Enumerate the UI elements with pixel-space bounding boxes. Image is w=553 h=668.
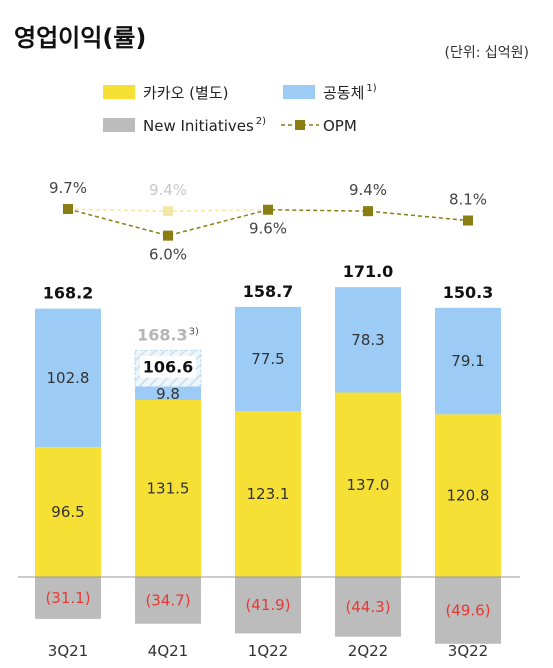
bar-community-4q21 bbox=[135, 386, 201, 400]
label-new-initiatives-3q22: (49.6) bbox=[445, 601, 490, 619]
opm-alt-marker bbox=[163, 206, 173, 217]
label-community-3q21: 102.8 bbox=[47, 369, 90, 387]
legend-item-0-label: 카카오 (별도) bbox=[143, 84, 228, 102]
label-community-3q22: 79.1 bbox=[451, 352, 484, 370]
bar-new-initiatives-3q21 bbox=[35, 577, 101, 619]
bar-new-initiatives-3q22 bbox=[435, 577, 501, 644]
opm-label-4q21: 6.0% bbox=[149, 246, 187, 264]
bar-community-3q22 bbox=[435, 307, 501, 415]
label-kakao-4q21: 131.5 bbox=[147, 479, 190, 497]
label-new-initiatives-4q21: (34.7) bbox=[145, 591, 190, 609]
bar-new-initiatives-2q22 bbox=[335, 577, 401, 637]
legend-new-initiatives-label: New Initiatives 2) bbox=[143, 116, 266, 135]
opm-marker-4q21 bbox=[163, 230, 173, 241]
opm-marker-2q22 bbox=[363, 206, 373, 217]
legend-item-1-footnote: 1) bbox=[366, 83, 376, 94]
x-axis: 3Q21 4Q21 1Q22 2Q22 3Q22 bbox=[18, 576, 520, 660]
legend-new-initiatives-footnote: 2) bbox=[256, 116, 266, 127]
bar-community-3q21 bbox=[35, 308, 101, 448]
unit-label: (단위: 십억원) bbox=[444, 45, 530, 61]
label-community-2q22: 78.3 bbox=[351, 331, 384, 349]
total-label-2q22: 171.0 bbox=[343, 262, 394, 281]
opm-alt-label: 9.4% bbox=[149, 181, 187, 199]
label-new-initiatives-1q22: (41.9) bbox=[245, 596, 290, 614]
x-tick-1q22: 1Q22 bbox=[248, 642, 288, 660]
opm-label-3q22: 8.1% bbox=[449, 191, 487, 209]
legend-opm-swatch-marker bbox=[295, 120, 305, 130]
total-label-1q22: 158.7 bbox=[243, 282, 294, 301]
opm-label-2q22: 9.4% bbox=[349, 181, 387, 199]
legend-item-1-label: 공동체 1) bbox=[323, 83, 377, 102]
total-label-unadjusted-4q21: 168.33) bbox=[137, 325, 199, 344]
total-label-3q21: 168.2 bbox=[43, 284, 94, 303]
legend-new-initiatives-swatch bbox=[103, 118, 135, 132]
legend: 카카오 (별도) 공동체 1) New Initiatives 2) OPM bbox=[103, 83, 377, 135]
bar-community-2q22 bbox=[335, 287, 401, 393]
total-footnote-4q21: 3) bbox=[189, 326, 199, 337]
opm-label-1q22: 9.6% bbox=[249, 220, 287, 238]
bar-kakao-3q22 bbox=[435, 414, 501, 577]
opm-line-layer: 9.4% 9.7% 6.0% 9.6% 9.4% 8.1% bbox=[49, 179, 487, 264]
label-new-initiatives-2q22: (44.3) bbox=[345, 598, 390, 616]
chart-title: 영업이익(률) bbox=[14, 24, 147, 52]
total-label-3q22: 150.3 bbox=[443, 283, 494, 302]
bar-kakao-4q21 bbox=[135, 399, 201, 577]
total-label-bg-4q21 bbox=[140, 355, 196, 378]
bars: 96.5 102.8 (31.1) 168.2 168.33) 131.5 9.8 (34.7… bbox=[35, 262, 501, 644]
legend-item-0-swatch bbox=[103, 85, 135, 99]
bar-community-1q22 bbox=[235, 306, 301, 412]
bar-kakao-1q22 bbox=[235, 411, 301, 577]
x-tick-4q21: 4Q21 bbox=[148, 642, 188, 660]
label-community-1q22: 77.5 bbox=[251, 350, 284, 368]
label-kakao-3q22: 120.8 bbox=[447, 487, 490, 505]
label-kakao-3q21: 96.5 bbox=[51, 503, 84, 521]
opm-marker-3q22 bbox=[463, 215, 473, 226]
bar-new-initiatives-4q21 bbox=[135, 577, 201, 624]
label-kakao-1q22: 123.1 bbox=[247, 485, 290, 503]
legend-item-1-swatch bbox=[283, 85, 315, 99]
label-community-4q21: 9.8 bbox=[156, 385, 180, 403]
x-tick-3q21: 3Q21 bbox=[48, 642, 88, 660]
bar-new-initiatives-1q22 bbox=[235, 577, 301, 634]
label-kakao-2q22: 137.0 bbox=[347, 476, 390, 494]
x-tick-3q22: 3Q22 bbox=[448, 642, 488, 660]
legend-opm-label: OPM bbox=[323, 117, 357, 135]
bar-kakao-2q22 bbox=[335, 392, 401, 577]
x-tick-2q22: 2Q22 bbox=[348, 642, 388, 660]
total-label-4q21: 106.6 bbox=[143, 358, 194, 377]
opm-marker-3q21 bbox=[63, 204, 73, 214]
bar-kakao-3q21 bbox=[35, 447, 101, 577]
label-new-initiatives-3q21: (31.1) bbox=[45, 589, 90, 607]
opm-label-3q21: 9.7% bbox=[49, 179, 87, 197]
opm-marker-1q22 bbox=[263, 204, 273, 215]
